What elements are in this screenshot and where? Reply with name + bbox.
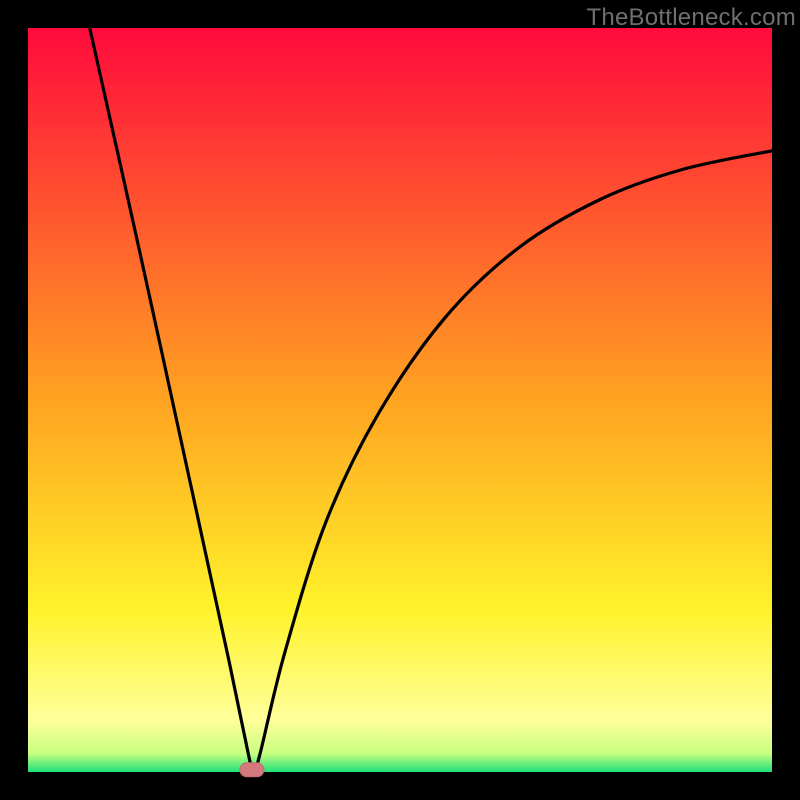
watermark-text: TheBottleneck.com bbox=[586, 4, 796, 32]
chart-frame: TheBottleneck.com bbox=[0, 0, 800, 800]
plot-area bbox=[28, 28, 772, 772]
